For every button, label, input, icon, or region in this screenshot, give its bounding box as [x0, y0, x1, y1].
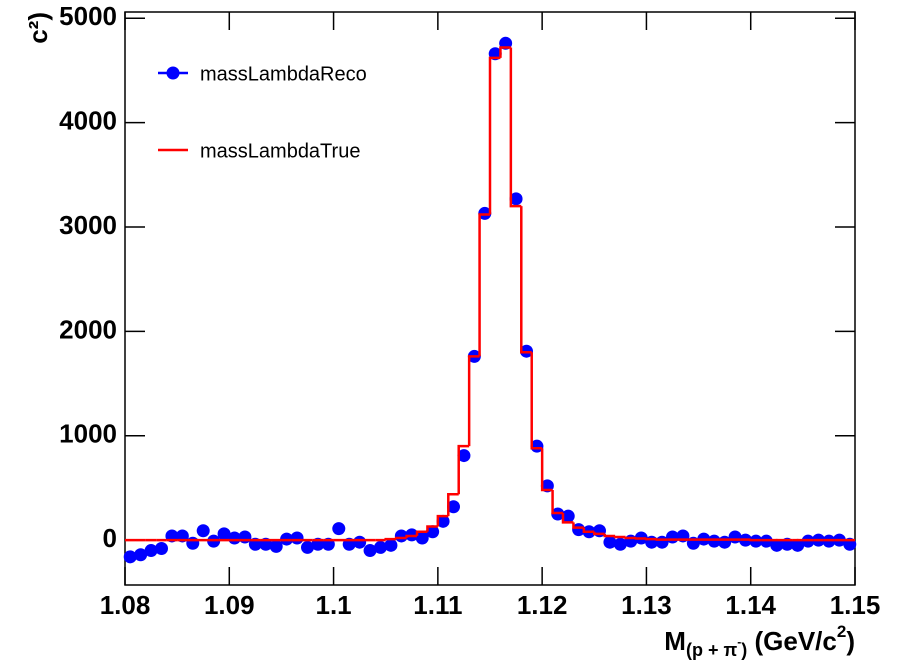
step-bin — [426, 525, 438, 532]
point — [613, 537, 627, 551]
x-axis-label: M(p + π-) (GeV/c2) — [664, 622, 855, 659]
x-tick-label: 1.1 — [315, 590, 351, 620]
step-bin — [405, 534, 417, 539]
step-bin — [384, 537, 397, 541]
point — [707, 534, 721, 548]
x-tick-label: 1.14 — [725, 590, 776, 620]
x-tick-label: 1.11 — [413, 590, 462, 620]
point — [374, 540, 387, 554]
point — [447, 500, 460, 514]
frame — [124, 11, 856, 586]
step-bin — [540, 448, 553, 492]
step-bin — [613, 535, 626, 539]
point — [509, 192, 523, 206]
legend-label: massLambdaTrue — [200, 140, 360, 162]
y-tick-label: 5000 — [59, 1, 117, 31]
step-bin — [624, 536, 636, 540]
step-bin — [572, 522, 584, 529]
point — [186, 536, 200, 550]
step-bin — [749, 538, 762, 542]
point — [436, 514, 450, 528]
step-bin — [478, 213, 490, 357]
step-bin — [436, 514, 449, 527]
step-bin — [520, 206, 532, 354]
step-bin — [645, 537, 657, 541]
step-bin — [488, 56, 501, 215]
point — [269, 539, 283, 553]
point — [457, 449, 471, 463]
point — [301, 540, 314, 554]
series-step — [125, 46, 855, 542]
point — [426, 525, 440, 539]
point — [123, 550, 137, 564]
step-bin — [447, 492, 459, 517]
point — [144, 544, 158, 558]
point — [561, 509, 575, 523]
y-tick-label: 0 — [103, 523, 117, 553]
point — [384, 538, 398, 552]
step-bin — [582, 527, 595, 534]
y-tick-label: 4000 — [59, 106, 117, 136]
x-tick-label: 1.15 — [830, 590, 881, 620]
point — [134, 548, 148, 562]
step-bin — [509, 47, 522, 208]
step-bin — [457, 444, 470, 495]
y-axis-label: c²) — [23, 12, 53, 44]
x-tick-label: 1.08 — [100, 590, 151, 620]
step-bin — [394, 536, 407, 540]
x-tick-label: 1.13 — [621, 590, 672, 620]
y-tick-label: 2000 — [59, 314, 117, 344]
point — [791, 538, 805, 552]
point — [415, 531, 429, 545]
point — [290, 531, 304, 545]
step-bin — [561, 512, 574, 524]
x-tick-label: 1.09 — [204, 590, 255, 620]
legend-marker — [166, 66, 180, 80]
y-tick-label: 3000 — [59, 210, 117, 240]
point — [196, 524, 210, 538]
point — [155, 541, 168, 555]
point — [332, 522, 346, 536]
step-bin — [551, 490, 563, 515]
step-bin — [634, 537, 647, 540]
point — [353, 535, 367, 549]
point — [217, 527, 231, 541]
step-bin — [467, 355, 480, 447]
step-bin — [603, 533, 616, 538]
point — [603, 535, 617, 549]
step-bin — [530, 352, 543, 450]
step-bin — [593, 531, 605, 536]
point — [770, 538, 784, 552]
legend-label: massLambdaReco — [200, 63, 367, 85]
y-tick-label: 1000 — [59, 419, 117, 449]
step-bin — [415, 530, 428, 536]
point — [363, 544, 377, 558]
step-bin — [499, 46, 511, 58]
x-tick-label: 1.12 — [517, 590, 568, 620]
step-bin — [655, 538, 668, 541]
